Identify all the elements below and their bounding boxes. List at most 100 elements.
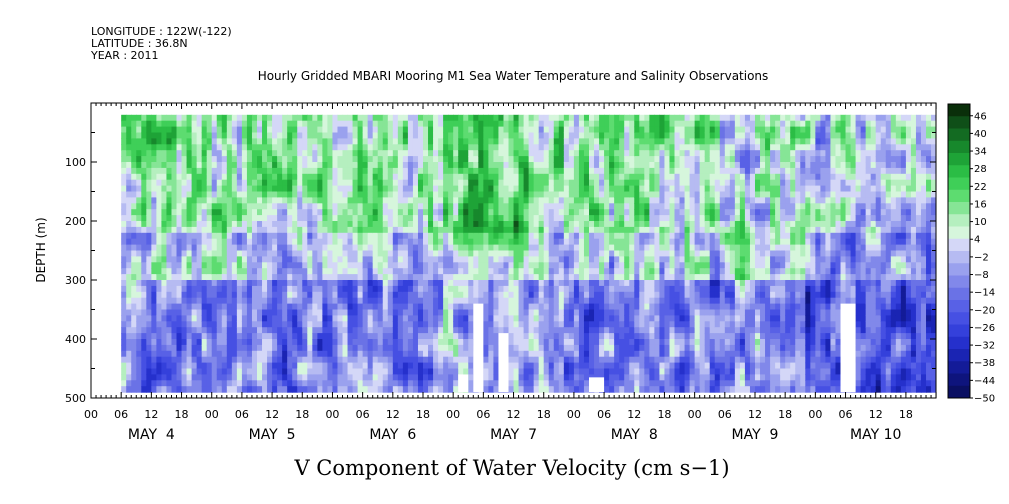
heatmap-cell bbox=[513, 244, 520, 252]
heatmap-cell bbox=[548, 339, 555, 346]
heatmap-cell bbox=[136, 120, 142, 128]
heatmap-cell bbox=[357, 386, 364, 393]
heatmap-cell bbox=[362, 356, 369, 364]
heatmap-cell bbox=[231, 327, 238, 334]
heatmap-cell bbox=[417, 173, 424, 181]
heatmap-cell bbox=[528, 203, 535, 210]
heatmap-cell bbox=[538, 339, 545, 346]
heatmap-cell bbox=[599, 327, 605, 334]
heatmap-cell bbox=[352, 321, 359, 328]
heatmap-cell bbox=[644, 173, 650, 181]
heatmap-cell bbox=[513, 215, 520, 222]
heatmap-cell bbox=[201, 221, 208, 228]
heatmap-cell bbox=[513, 309, 520, 316]
heatmap-cell bbox=[342, 262, 349, 269]
heatmap-cell bbox=[176, 321, 183, 328]
heatmap-cell bbox=[151, 386, 157, 393]
heatmap-cell bbox=[453, 221, 459, 228]
heatmap-cell bbox=[573, 356, 580, 364]
heatmap-cell bbox=[121, 333, 127, 340]
heatmap-cell bbox=[473, 144, 479, 151]
heatmap-cell bbox=[206, 262, 213, 269]
heatmap-cell bbox=[246, 285, 253, 293]
heatmap-cell bbox=[216, 232, 223, 240]
heatmap-cell bbox=[649, 138, 655, 145]
heatmap-cell bbox=[513, 386, 520, 393]
heatmap-cell bbox=[171, 203, 178, 210]
heatmap-cell bbox=[392, 291, 399, 299]
heatmap-cell bbox=[317, 191, 323, 198]
heatmap-cell bbox=[594, 350, 600, 358]
heatmap-cell bbox=[196, 250, 203, 257]
heatmap-cell bbox=[171, 167, 178, 175]
heatmap-cell bbox=[614, 386, 620, 393]
heatmap-cell bbox=[141, 285, 147, 293]
heatmap-cell bbox=[563, 362, 570, 370]
heatmap-cell bbox=[473, 209, 479, 216]
heatmap-cell bbox=[307, 262, 313, 269]
heatmap-cell bbox=[327, 285, 334, 293]
heatmap-cell bbox=[614, 250, 620, 257]
heatmap-cell bbox=[649, 226, 655, 234]
heatmap-cell bbox=[568, 268, 575, 275]
heatmap-cell bbox=[246, 256, 253, 263]
heatmap-cell bbox=[206, 203, 213, 210]
heatmap-cell bbox=[221, 380, 228, 387]
heatmap-cell bbox=[493, 138, 500, 145]
heatmap-cell bbox=[332, 250, 339, 257]
heatmap-cell bbox=[176, 191, 183, 198]
heatmap-cell bbox=[443, 256, 449, 263]
heatmap-cell bbox=[443, 262, 449, 269]
heatmap-cell bbox=[141, 173, 147, 181]
heatmap-cell bbox=[267, 262, 273, 269]
heatmap-cell bbox=[201, 167, 208, 175]
heatmap-cell bbox=[508, 344, 515, 352]
heatmap-cell bbox=[458, 268, 464, 275]
heatmap-cell bbox=[211, 274, 218, 281]
heatmap-cell bbox=[362, 191, 369, 198]
heatmap-cell bbox=[357, 285, 364, 293]
heatmap-cell bbox=[226, 167, 233, 175]
heatmap-cell bbox=[428, 339, 434, 346]
heatmap-cell bbox=[543, 386, 550, 393]
heatmap-cell bbox=[412, 356, 419, 364]
heatmap-cell bbox=[377, 303, 384, 311]
heatmap-cell bbox=[176, 167, 183, 175]
heatmap-cell bbox=[377, 321, 384, 328]
heatmap-cell bbox=[377, 238, 384, 246]
heatmap-cell bbox=[312, 327, 318, 334]
heatmap-cell bbox=[322, 291, 329, 299]
heatmap-cell bbox=[578, 303, 585, 311]
heatmap-cell bbox=[563, 209, 570, 216]
heatmap-cell bbox=[589, 150, 595, 157]
heatmap-cell bbox=[543, 197, 550, 204]
heatmap-cell bbox=[407, 232, 414, 240]
heatmap-cell bbox=[594, 356, 600, 364]
heatmap-cell bbox=[594, 344, 600, 352]
heatmap-cell bbox=[272, 256, 278, 263]
heatmap-cell bbox=[312, 244, 318, 252]
heatmap-cell bbox=[312, 362, 318, 370]
heatmap-cell bbox=[417, 333, 424, 340]
heatmap-cell bbox=[573, 380, 580, 387]
heatmap-cell bbox=[282, 297, 288, 305]
heatmap-cell bbox=[206, 350, 213, 358]
heatmap-cell bbox=[649, 374, 655, 381]
heatmap-cell bbox=[599, 209, 605, 216]
heatmap-cell bbox=[372, 144, 379, 151]
heatmap-cell bbox=[629, 138, 635, 145]
heatmap-cell bbox=[619, 309, 625, 316]
heatmap-cell bbox=[538, 132, 545, 139]
heatmap-cell bbox=[342, 185, 349, 193]
heatmap-cell bbox=[649, 380, 655, 387]
heatmap-cell bbox=[131, 221, 137, 228]
heatmap-cell bbox=[367, 156, 374, 163]
heatmap-cell bbox=[629, 274, 635, 281]
heatmap-cell bbox=[614, 215, 620, 222]
heatmap-cell bbox=[221, 309, 228, 316]
heatmap-cell bbox=[563, 256, 570, 263]
heatmap-cell bbox=[553, 244, 560, 252]
heatmap-cell bbox=[528, 280, 535, 287]
heatmap-cell bbox=[609, 291, 615, 299]
heatmap-cell bbox=[282, 280, 288, 287]
